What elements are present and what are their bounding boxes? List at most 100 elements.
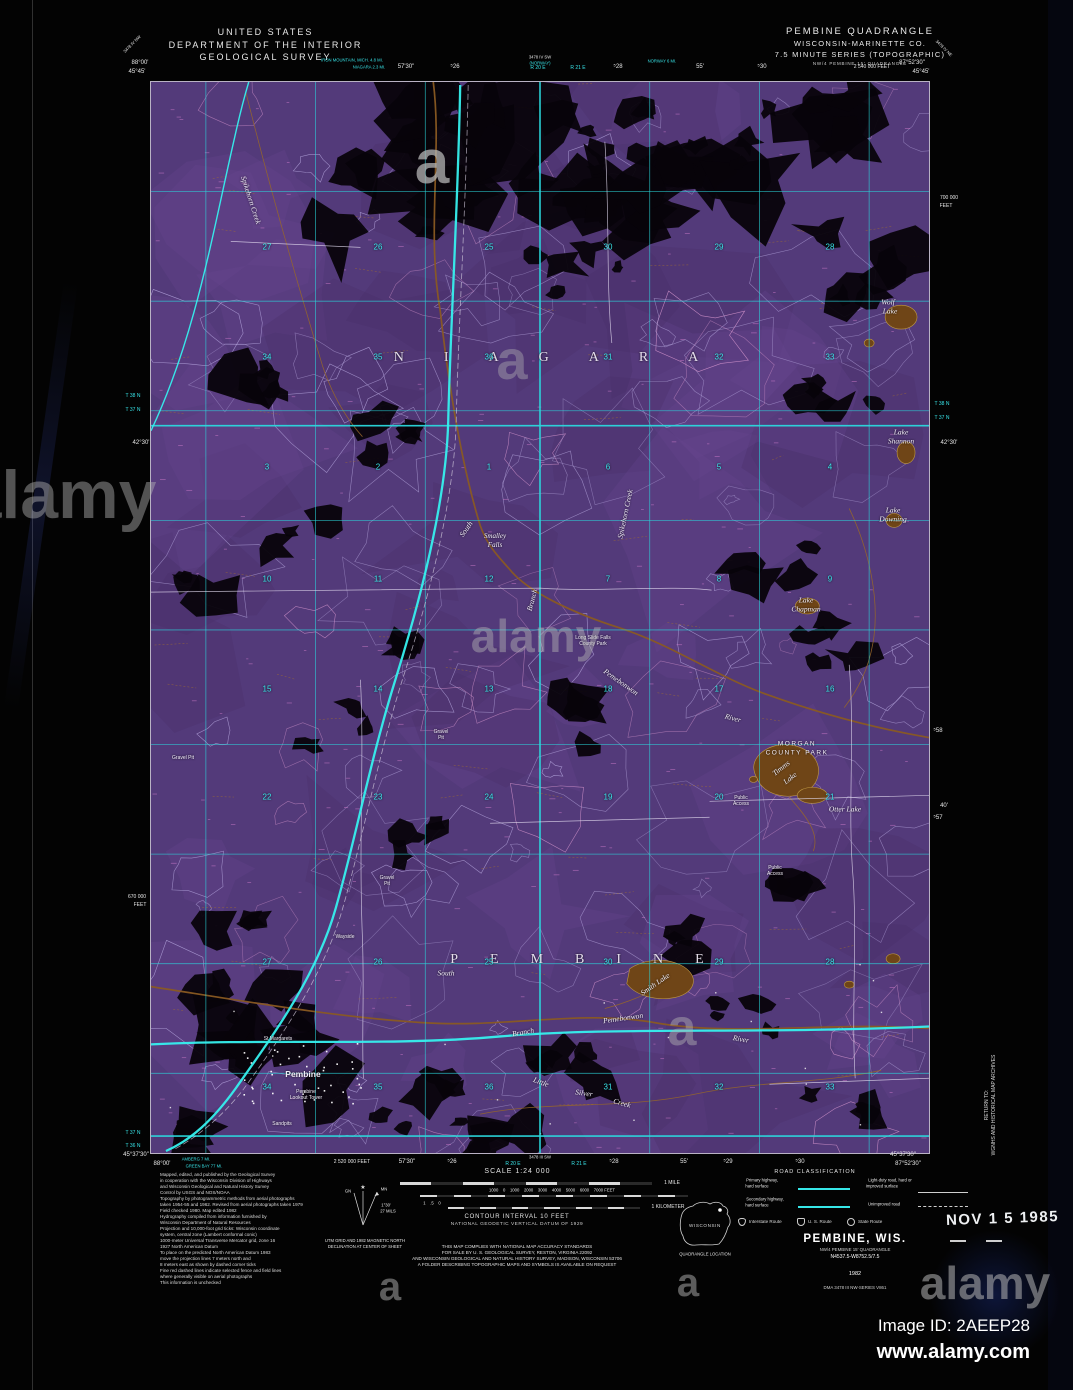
forest-patch: [356, 440, 389, 470]
contour-line: [449, 663, 512, 713]
forest-patch: [682, 135, 709, 155]
marsh-mark: [215, 1061, 220, 1063]
contour-line: [435, 1104, 552, 1153]
margin-label: 57'30": [397, 64, 415, 70]
lake-shannon: [896, 441, 916, 464]
light-road: [604, 141, 613, 344]
marsh-mark: [680, 339, 685, 340]
contour-line: [797, 963, 923, 1041]
marsh-mark: [325, 283, 331, 284]
marsh-mark: [869, 589, 873, 591]
margin-label: T 36 N: [125, 1143, 141, 1149]
fence-line: [440, 794, 464, 799]
arrowhead-icon: [374, 1192, 379, 1196]
contour-line: [903, 112, 929, 152]
forest-patch: [243, 969, 304, 1012]
magnetic-north-line: [362, 1191, 378, 1226]
forest-patch: [727, 565, 784, 604]
building-dot: [270, 1070, 272, 1073]
fence-line: [167, 683, 197, 689]
fence-line: [880, 1034, 900, 1038]
contour-line: [685, 689, 722, 719]
margin-label: 2 520 000 FEET: [333, 1159, 371, 1165]
terrain-texture: [812, 973, 923, 1059]
forest-patch: [495, 1102, 547, 1153]
marsh-mark: [340, 492, 343, 494]
forest-patch: [577, 124, 597, 138]
paper-edge-line: [32, 0, 33, 1390]
wisconsin-outline: WISCONSIN: [679, 1201, 731, 1246]
state-route-circle-icon: [847, 1218, 855, 1226]
marsh-mark: [728, 1132, 734, 1134]
margin-label: IRON MOUNTAIN, MICH. 4.8 MI.: [321, 57, 383, 63]
contour-line: [418, 1126, 465, 1153]
contour-line: [347, 915, 454, 1030]
marsh-mark: [676, 644, 683, 646]
building-dot: [272, 1092, 274, 1095]
date-stamp: NOV 1 5 1985: [945, 1208, 1060, 1229]
marsh-mark: [398, 246, 404, 247]
forest-patch: [630, 97, 655, 120]
fence-line: [667, 622, 700, 628]
marsh-mark: [641, 917, 646, 918]
building-dot: [288, 1057, 290, 1060]
marsh-mark: [921, 1137, 927, 1139]
road-layer: [151, 82, 929, 1153]
marsh-mark: [605, 129, 612, 131]
marsh-mark: [704, 877, 710, 879]
marsh-mark: [218, 181, 225, 183]
margin-label: 45°45': [912, 69, 930, 75]
marsh-mark: [914, 616, 920, 618]
marsh-mark: [240, 516, 246, 517]
unimproved-road-swatch: [918, 1206, 968, 1207]
margin-label: 87°52'30": [895, 1161, 921, 1167]
margin-label: 42°30': [940, 440, 958, 446]
marsh-mark: [904, 128, 911, 129]
marsh-mark: [773, 292, 776, 293]
marsh-mark: [400, 1054, 403, 1055]
contour-line: [723, 494, 741, 505]
contour-line: [631, 376, 711, 428]
marsh-mark: [868, 840, 872, 842]
marsh-mark: [600, 846, 606, 848]
scale-km-ticks: 1 .5 0: [423, 1200, 441, 1206]
marsh-mark: [318, 849, 325, 850]
forest-patch: [734, 125, 765, 157]
marsh-mark: [191, 700, 197, 702]
marsh-mark: [355, 1084, 360, 1086]
marsh-mark: [502, 498, 509, 500]
contour-note: CONTOUR INTERVAL 10 FEET: [464, 1214, 570, 1220]
terrain-texture: [617, 622, 697, 681]
margin-label: T 38 N: [934, 401, 950, 407]
marsh-mark: [511, 583, 517, 584]
contour-line: [283, 604, 336, 639]
contour-line: [371, 864, 433, 907]
light-road: [230, 241, 361, 248]
scale-mile-label: 1 MILE: [664, 1180, 680, 1186]
building-dot: [273, 1049, 276, 1051]
marsh-mark: [778, 418, 783, 420]
marsh-mark: [890, 824, 896, 826]
marsh-mark: [561, 788, 564, 790]
secondary-road-swatch: [798, 1206, 850, 1208]
marsh-mark: [616, 1147, 621, 1149]
forest-patch: [227, 1029, 278, 1078]
terrain-texture: [165, 837, 256, 912]
forest-patch: [300, 197, 369, 284]
forest-patch: [660, 939, 712, 976]
fence-line: [212, 796, 234, 798]
interstate-shield-icon: [738, 1218, 746, 1226]
declination-mils: 27 MILS: [380, 1208, 396, 1214]
contour-line: [528, 613, 595, 695]
forest-patch: [705, 996, 730, 1011]
marsh-mark: [290, 1097, 296, 1099]
marsh-mark: [719, 574, 723, 576]
fence-line: [657, 692, 680, 697]
marsh-mark: [558, 812, 562, 814]
forest-patch: [259, 533, 295, 568]
terrain-texture: [650, 290, 859, 482]
forest-patch: [826, 82, 883, 112]
margin-label: ⁵57: [933, 815, 943, 821]
marsh-mark: [660, 1058, 665, 1060]
light-road: [490, 816, 710, 824]
